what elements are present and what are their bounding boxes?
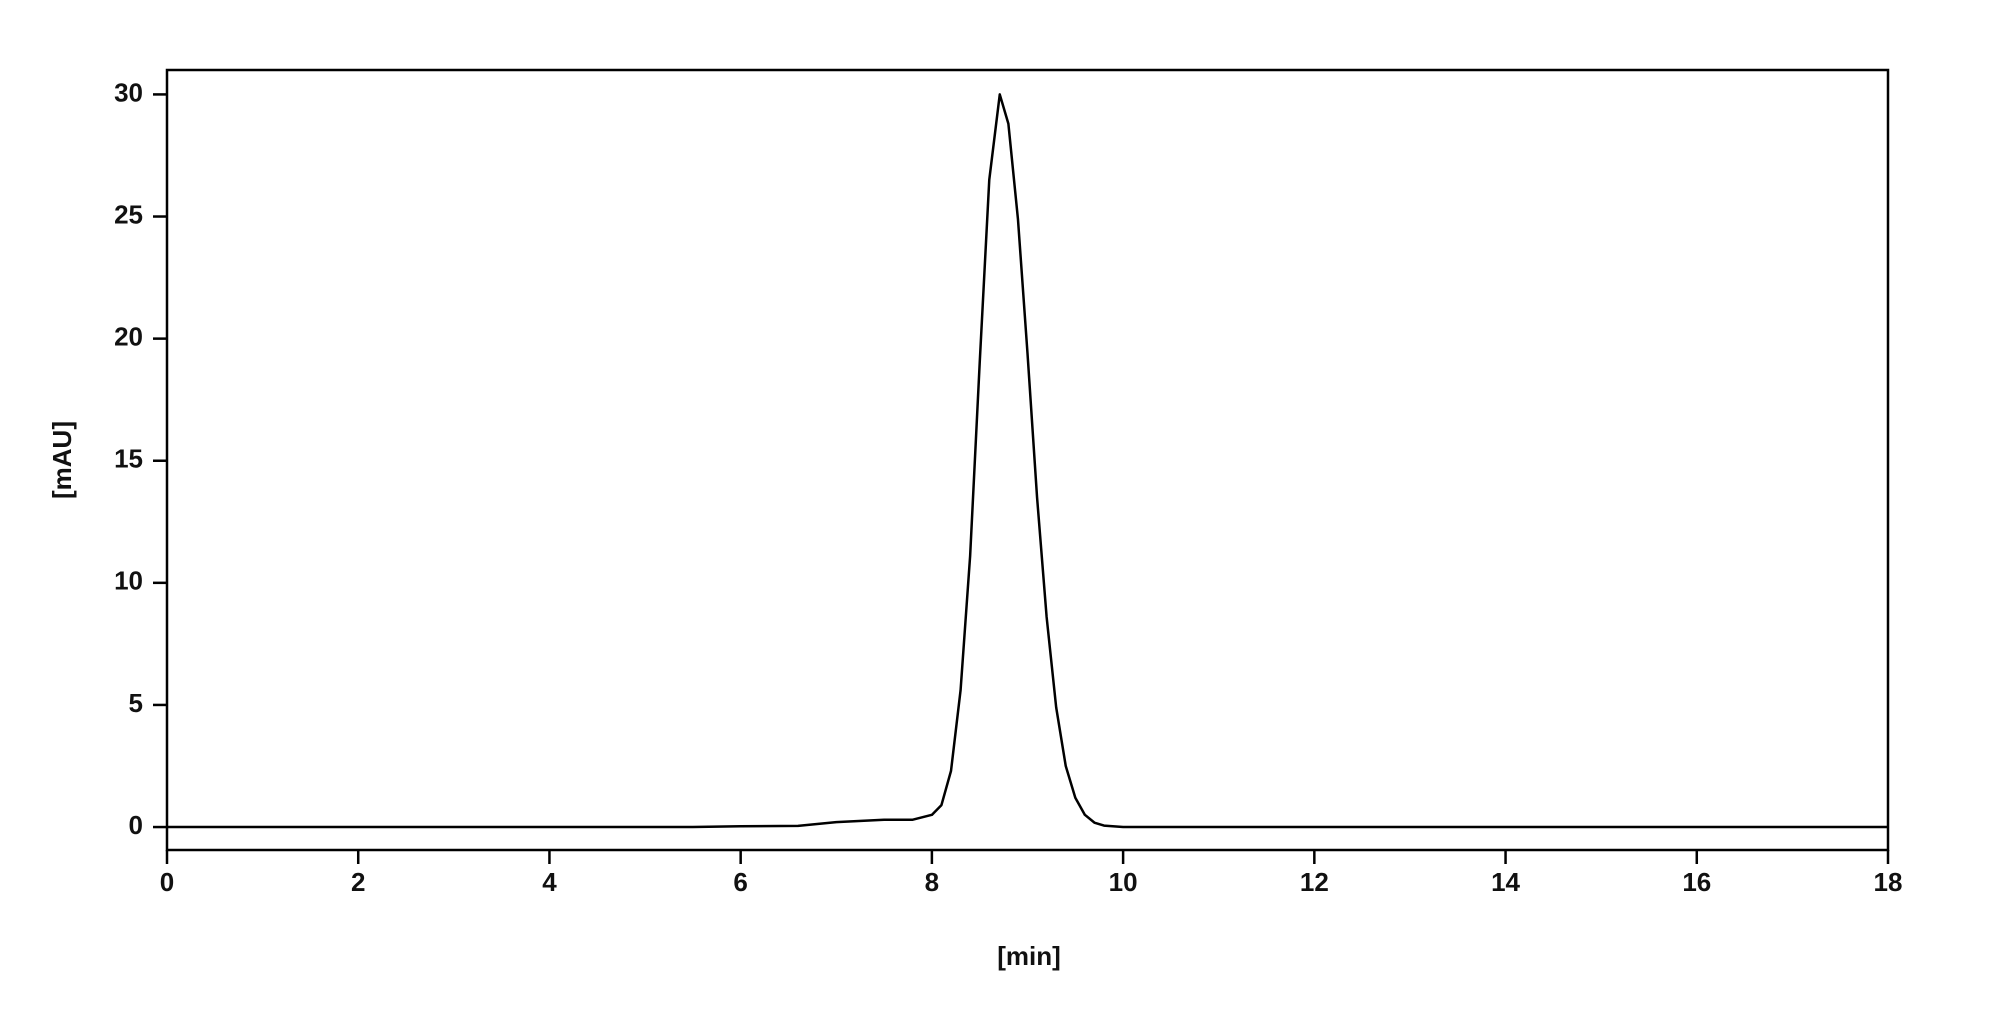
- x-tick-label: 12: [1300, 867, 1329, 897]
- y-tick-label: 25: [114, 199, 143, 229]
- x-tick-label: 6: [733, 867, 747, 897]
- x-tick-label: 0: [160, 867, 174, 897]
- x-tick-label: 18: [1874, 867, 1903, 897]
- x-tick-label: 8: [925, 867, 939, 897]
- plot-frame: [165, 68, 1890, 852]
- y-tick-label: 10: [114, 566, 143, 596]
- x-tick-label: 16: [1682, 867, 1711, 897]
- x-tick-label: 4: [542, 867, 557, 897]
- y-tick-label: 5: [129, 688, 143, 718]
- x-tick-label: 2: [351, 867, 365, 897]
- y-tick-label: 15: [114, 444, 143, 474]
- x-axis-label: [min]: [997, 941, 1061, 971]
- y-axis-label: [mAU]: [47, 421, 77, 499]
- trace: [167, 93, 1888, 829]
- y-tick-label: 20: [114, 322, 143, 352]
- x-tick-label: 10: [1109, 867, 1138, 897]
- x-tick-label: 14: [1491, 867, 1520, 897]
- y-tick-label: 30: [114, 77, 143, 107]
- y-tick-label: 0: [129, 810, 143, 840]
